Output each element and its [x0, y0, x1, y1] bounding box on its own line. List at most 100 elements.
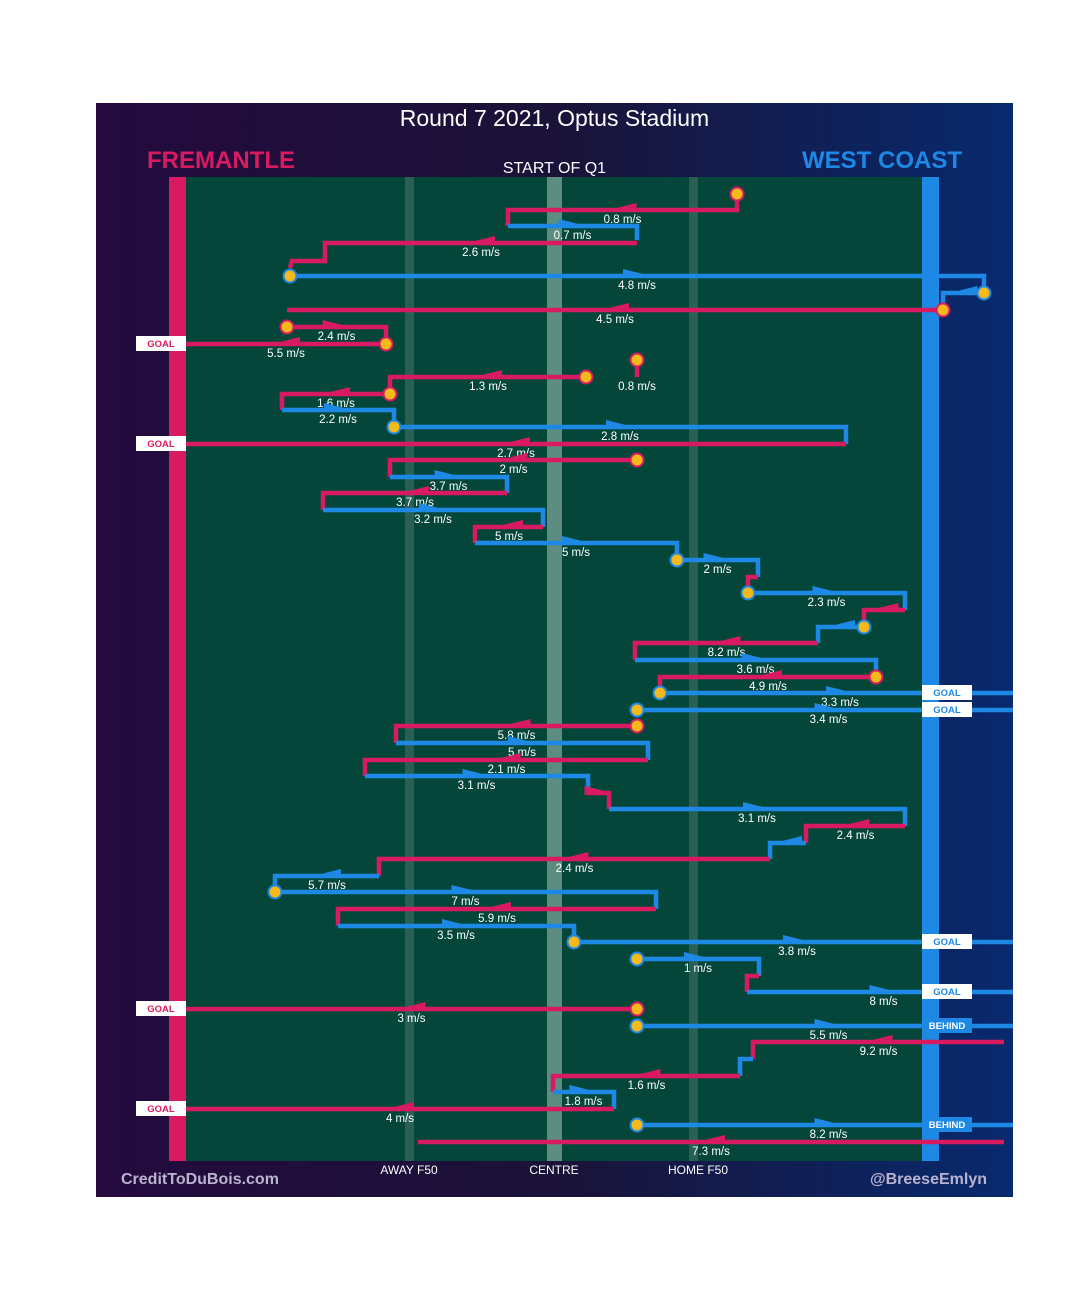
start-marker-14	[629, 452, 645, 468]
start-marker-54	[629, 1117, 645, 1133]
possession-arrow-41	[483, 902, 511, 911]
possession-chain-45	[744, 973, 759, 992]
start-marker-9	[578, 369, 594, 385]
speed-label-6: 2.4 m/s	[318, 331, 356, 343]
possession-arrow-35	[743, 802, 771, 811]
possession-arrow-27	[754, 670, 782, 679]
away-team-name: WEST COAST	[802, 147, 962, 174]
result-badge-53	[136, 1101, 186, 1116]
possession-arrow-14	[499, 453, 528, 462]
possession-chain-15	[390, 474, 510, 493]
start-marker-0	[729, 186, 745, 202]
start-marker-30	[629, 718, 645, 734]
x-tick-home-f50: HOME F50	[667, 1163, 729, 1177]
speed-label-29: 3.4 m/s	[810, 714, 848, 726]
possession-arrow-51	[632, 1069, 661, 1078]
possession-arrow-1	[558, 219, 587, 228]
result-label-46: GOAL	[933, 987, 961, 998]
possession-chain-14	[387, 457, 637, 477]
home-goal-line	[169, 177, 186, 1161]
possession-arrow-38	[560, 852, 589, 861]
speed-label-41: 5.9 m/s	[478, 913, 516, 925]
possession-chain-17	[323, 507, 546, 527]
speed-label-52: 1.8 m/s	[565, 1096, 603, 1108]
possession-arrow-28	[826, 686, 854, 695]
speed-label-0: 0.8 m/s	[604, 214, 642, 226]
speed-label-38: 2.4 m/s	[556, 863, 594, 875]
possession-arrow-26	[741, 653, 770, 662]
possession-arrow-3	[623, 269, 651, 278]
away-goal-line	[922, 177, 939, 1161]
possession-arrow-40	[451, 885, 480, 894]
possession-chain-41	[335, 906, 656, 926]
possession-chain-38	[376, 856, 770, 876]
possession-arrow-15	[434, 470, 463, 479]
speed-label-19: 5 m/s	[562, 547, 590, 559]
speed-label-30: 5.8 m/s	[498, 730, 536, 742]
possession-arrow-36	[841, 819, 870, 828]
possession-arrow-7	[272, 337, 300, 346]
possession-chain-1	[508, 223, 640, 240]
chart-panel: 0.8 m/s 0.7 m/s 2.6 m/s 4.8 m/s 4.5 m/s 2.4 m…	[96, 103, 1013, 1197]
speed-label-55: 7.3 m/s	[692, 1146, 730, 1158]
speed-label-26: 3.6 m/s	[737, 664, 775, 676]
possession-arrow-49	[864, 1035, 893, 1044]
result-label-29: GOAL	[933, 705, 961, 716]
possession-chain-44	[637, 956, 762, 976]
speed-label-17: 3.2 m/s	[414, 514, 452, 526]
possession-chain-32	[362, 757, 648, 776]
speed-label-3: 4.8 m/s	[618, 280, 656, 292]
x-tick-away-f50: AWAY F50	[380, 1163, 438, 1177]
start-marker-20	[669, 552, 685, 568]
start-marker-28	[652, 685, 668, 701]
speed-label-14: 2 m/s	[499, 464, 527, 476]
speed-label-51: 1.6 m/s	[628, 1080, 666, 1092]
possession-arrow-37	[774, 836, 802, 845]
start-marker-43	[566, 934, 582, 950]
speed-label-35: 3.1 m/s	[738, 813, 776, 825]
speed-label-33: 3.1 m/s	[458, 780, 496, 792]
possession-arrow-19	[562, 536, 590, 545]
result-badge-46	[922, 984, 972, 999]
speed-label-46: 8 m/s	[869, 996, 897, 1008]
possession-chain-12	[394, 424, 849, 444]
possession-chain-25	[632, 640, 818, 660]
start-marker-22	[740, 585, 756, 601]
speed-label-36: 2.4 m/s	[837, 830, 875, 842]
result-label-53: GOAL	[147, 1104, 175, 1115]
speed-label-39: 5.7 m/s	[308, 880, 346, 892]
start-marker-47	[629, 1001, 645, 1017]
credit-left: CreditToDuBois.com	[121, 1171, 279, 1188]
start-marker-8	[629, 352, 645, 368]
start-marker-27	[868, 669, 884, 685]
start-marker-24	[856, 619, 872, 635]
speed-label-27: 4.9 m/s	[749, 681, 787, 693]
possession-arrow-20	[703, 553, 732, 562]
speed-label-20: 2 m/s	[703, 564, 731, 576]
possession-arrow-12	[606, 420, 634, 429]
start-marker-44	[629, 951, 645, 967]
result-label-47: GOAL	[147, 1004, 175, 1015]
result-badge-47	[136, 1001, 186, 1016]
chart-canvas: 0.8 m/s 0.7 m/s 2.6 m/s 4.8 m/s 4.5 m/s 2.4 m…	[136, 177, 1013, 1161]
speed-label-48: 5.5 m/s	[810, 1030, 848, 1042]
chart-title: Round 7 2021, Optus Stadium	[399, 105, 710, 131]
possession-chain-49	[750, 1039, 1004, 1059]
start-marker-48	[629, 1018, 645, 1034]
possession-arrow-32	[492, 753, 521, 762]
possession-arrow-4	[949, 286, 978, 295]
possession-arrow-46	[869, 985, 898, 994]
speed-label-18: 5 m/s	[495, 531, 523, 543]
possession-arrow-0	[608, 203, 637, 212]
speed-label-15: 3.7 m/s	[430, 481, 468, 493]
possession-arrow-48	[814, 1019, 843, 1028]
start-marker-6	[279, 319, 295, 335]
centre-band	[547, 177, 562, 1161]
possession-arrow-29	[814, 703, 843, 712]
result-label-13: GOAL	[147, 439, 175, 450]
possession-chain-2	[287, 240, 637, 269]
speed-label-8: 0.8 m/s	[618, 381, 656, 393]
possession-arrow-5	[601, 303, 629, 312]
possession-arrow-6	[322, 320, 351, 329]
possession-arrow-33	[462, 769, 491, 778]
